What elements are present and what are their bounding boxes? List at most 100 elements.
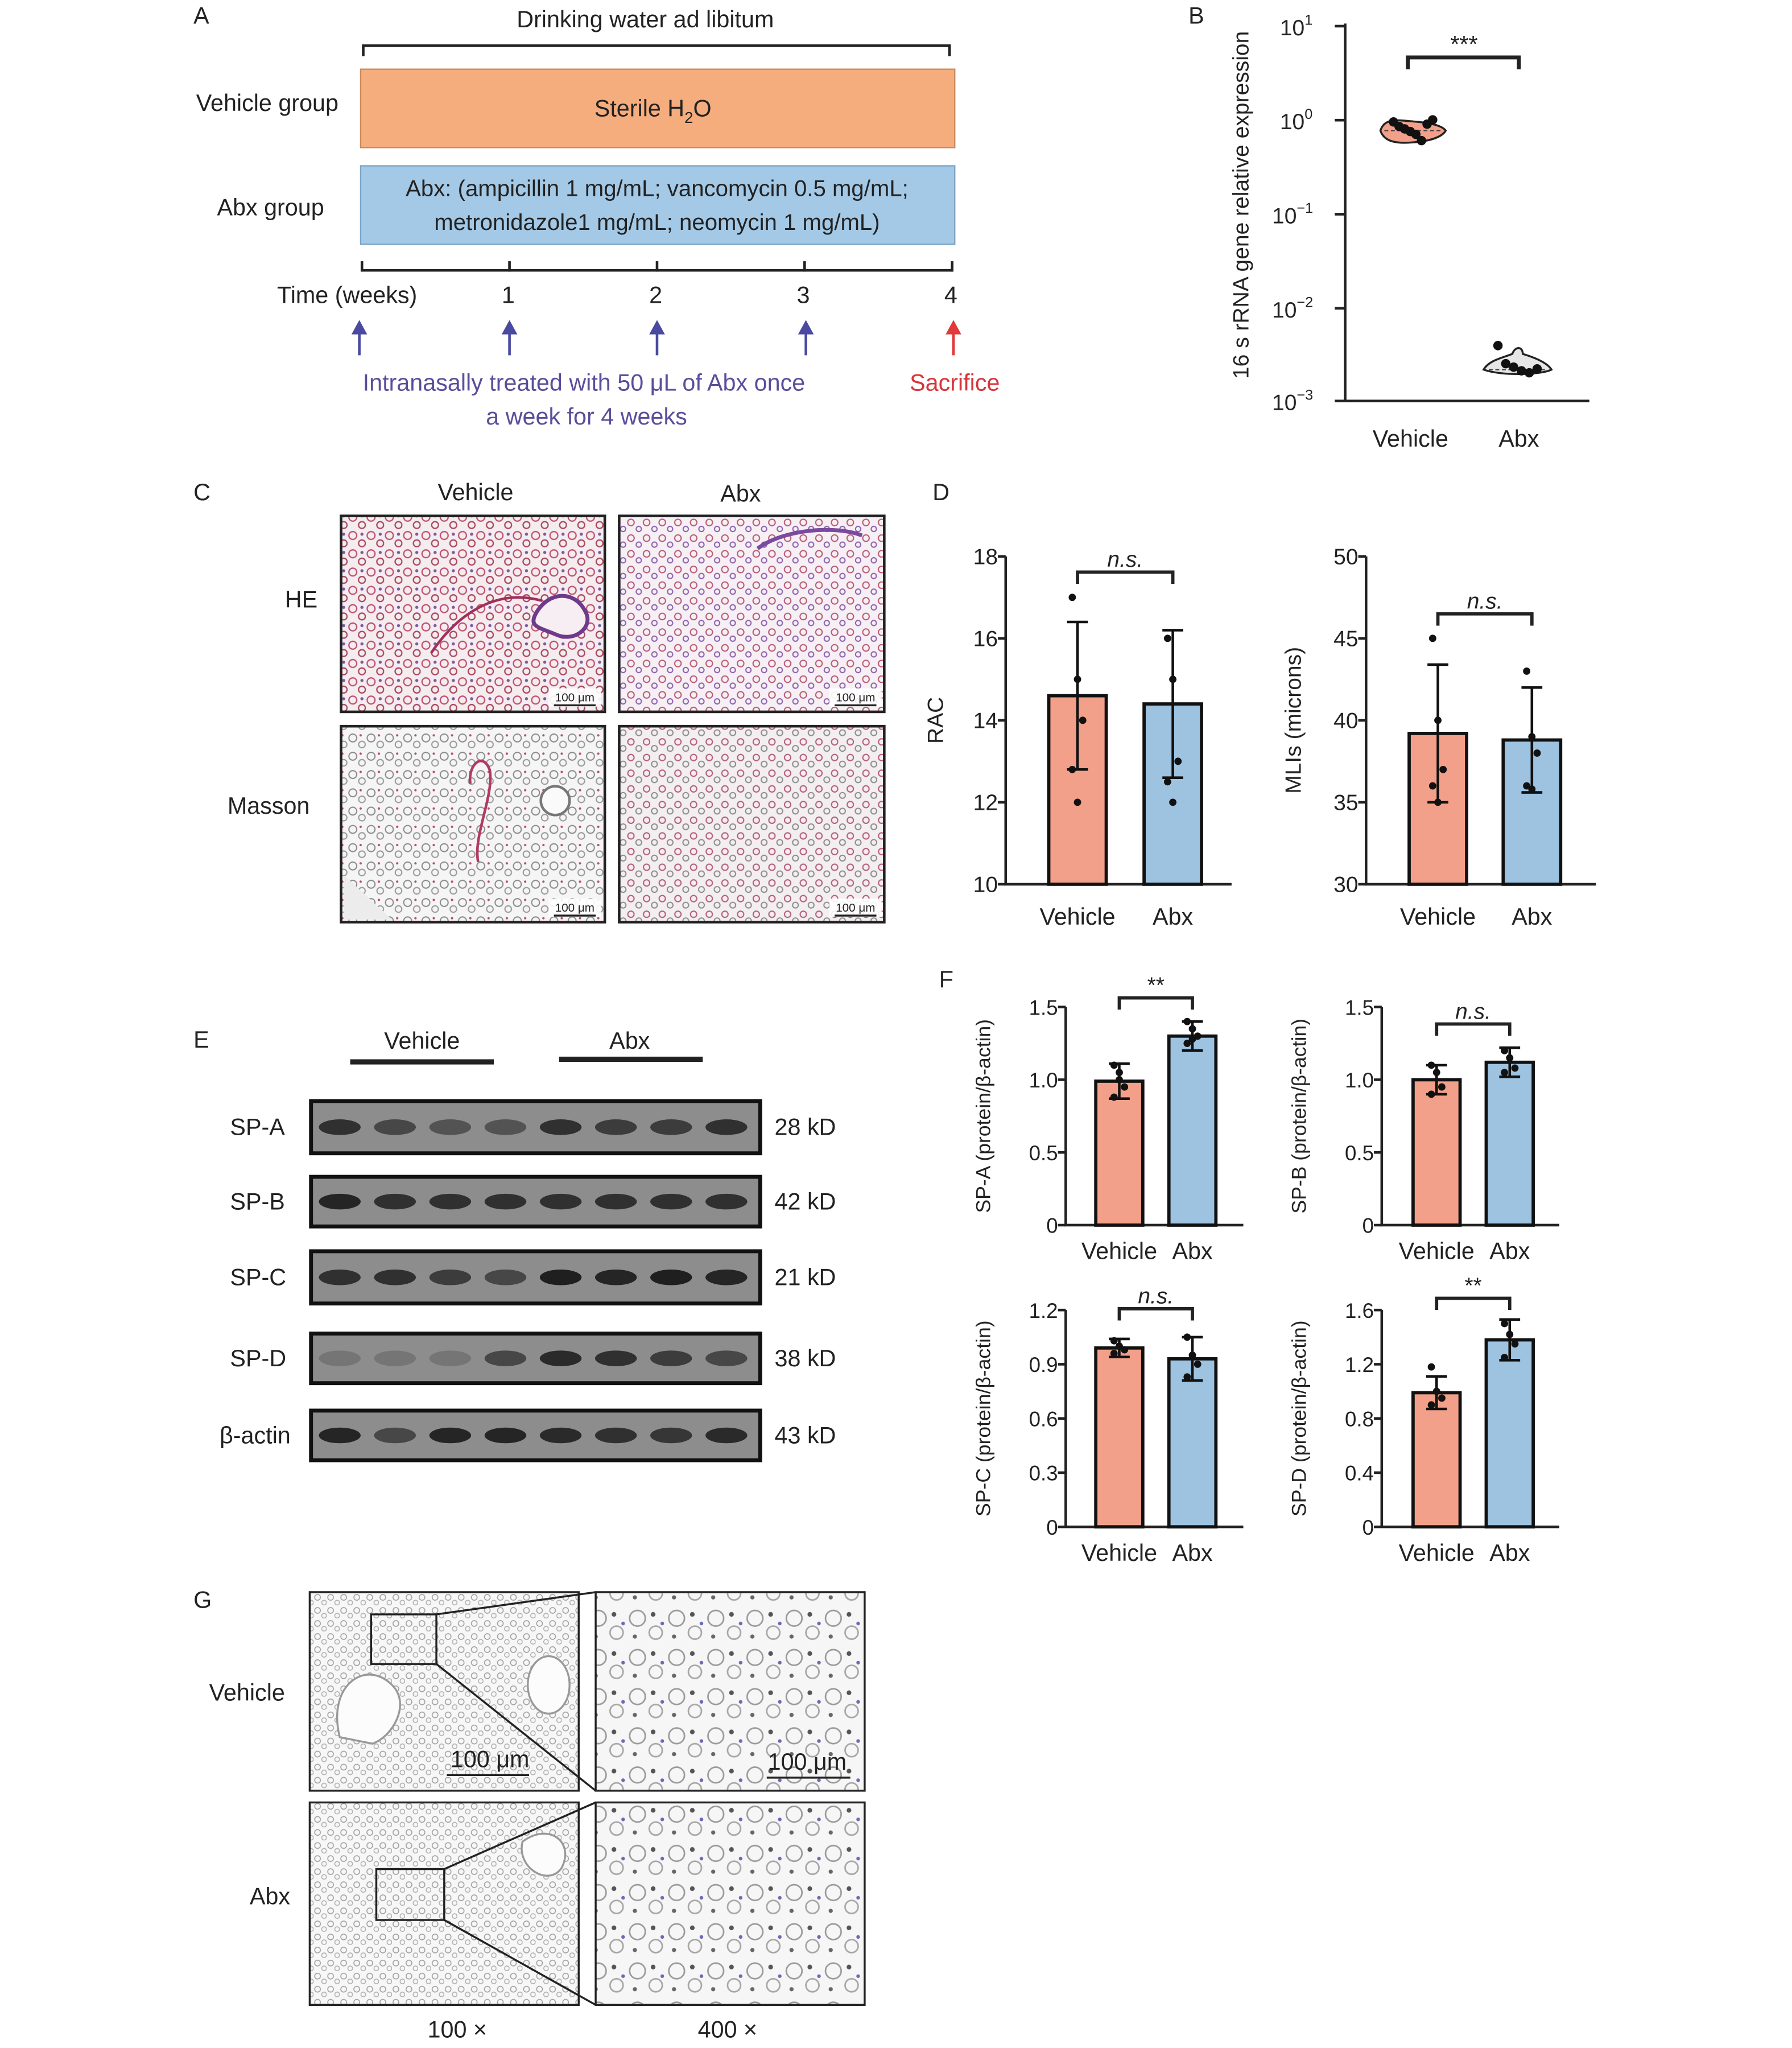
y-axis-label: RAC — [924, 697, 948, 744]
y-tick-label: 0 — [1362, 1214, 1374, 1238]
magnification-label: 100 × — [428, 2017, 488, 2043]
panel-letter: F — [939, 966, 953, 992]
panel-letter: D — [932, 479, 949, 505]
x-tick-label: Abx — [1489, 1540, 1530, 1566]
y-tick-label: 0.3 — [1029, 1462, 1058, 1485]
blot-band — [484, 1119, 527, 1135]
y-axis-label: SP-C (protein/β-actin) — [972, 1320, 994, 1517]
bar — [1411, 1391, 1462, 1529]
data-point — [1438, 1083, 1446, 1091]
data-point — [1194, 1360, 1201, 1368]
ihc-abx-400x-image — [594, 1801, 866, 2006]
blot-band — [374, 1119, 416, 1135]
treatment-note-line1: Intranasally treated with 50 μL of Abx o… — [363, 369, 806, 395]
svg-text:100 μm: 100 μm — [555, 901, 594, 914]
data-point — [1533, 749, 1541, 757]
y-axis-label: SP-D (protein/β-actin) — [1288, 1320, 1311, 1517]
svg-text:100 μm: 100 μm — [836, 901, 875, 914]
panel-b: B 16 s rRNA gene relative expression 101… — [1188, 2, 1589, 452]
data-point — [1068, 765, 1076, 773]
blot-band — [484, 1427, 527, 1444]
x-tick-label: Vehicle — [1081, 1238, 1157, 1264]
bar — [1167, 1357, 1218, 1529]
time-tick-label: 3 — [797, 282, 810, 308]
blot-band — [705, 1350, 748, 1366]
svg-text:100 μm: 100 μm — [451, 1746, 530, 1773]
data-point — [1169, 675, 1177, 683]
abx-bar-line2: metronidazole1 mg/mL; neomycin 1 mg/mL) — [434, 209, 880, 235]
blot-band — [484, 1350, 527, 1366]
data-point — [1121, 1346, 1129, 1354]
row-label: Vehicle — [209, 1679, 285, 1705]
data-point — [1110, 1337, 1118, 1345]
data-point — [1532, 364, 1542, 374]
data-point — [1493, 341, 1503, 351]
blot-band — [705, 1270, 748, 1285]
scale-bar: 100 μm — [829, 688, 882, 707]
data-point — [1068, 594, 1076, 601]
data-point — [1116, 1342, 1123, 1350]
molecular-weight-label: 42 kD — [775, 1188, 836, 1214]
airway-shape — [527, 1655, 571, 1715]
zoom-line — [436, 1591, 596, 1616]
zoom-line — [443, 1919, 596, 2006]
y-tick-label: 1.0 — [1345, 1069, 1374, 1092]
y-tick-label: 0.8 — [1345, 1407, 1374, 1431]
data-point — [1188, 1035, 1196, 1043]
data-point — [1174, 757, 1182, 765]
up-arrow-icon — [351, 320, 368, 356]
row-label: Masson — [228, 793, 310, 819]
y-tick-label: 30 — [1333, 873, 1358, 897]
panel-letter: A — [193, 2, 209, 28]
molecular-weight-label: 21 kD — [775, 1264, 836, 1291]
significance-label: n.s. — [1467, 590, 1503, 614]
time-ticks — [360, 261, 953, 272]
y-tick-label: 0.4 — [1345, 1462, 1374, 1485]
molecular-weight-label: 28 kD — [775, 1114, 836, 1140]
y-tick-label: 14 — [973, 709, 998, 734]
y-tick-label: 1.6 — [1345, 1299, 1374, 1322]
data-point — [1501, 1354, 1509, 1361]
scale-bar: 100 μm — [548, 688, 601, 707]
bar — [1484, 1338, 1535, 1529]
data-point — [1110, 1349, 1118, 1357]
y-tick-label: 0 — [1046, 1516, 1058, 1539]
up-arrow-icon — [501, 320, 518, 356]
scale-bar: 100 μm — [548, 899, 601, 917]
significance-label: n.s. — [1138, 1284, 1174, 1309]
molecular-weight-label: 43 kD — [775, 1422, 836, 1448]
blot-band — [429, 1193, 472, 1210]
blot-label: SP-D — [230, 1345, 286, 1371]
data-point — [1428, 782, 1436, 790]
time-tick-label: 1 — [502, 282, 515, 308]
timeline-title: Drinking water ad libitum — [517, 6, 774, 32]
bar — [1094, 1346, 1145, 1529]
blot-band — [539, 1193, 582, 1210]
x-tick-label: Vehicle — [1399, 1238, 1475, 1264]
data-point — [1428, 634, 1436, 642]
data-point — [1509, 362, 1518, 372]
sp-a-bar-chart: 0 0.5 1.0 1.5 SP-A (protein/β-actin) Vehicle A… — [972, 973, 1244, 1264]
blot-band — [594, 1350, 637, 1366]
data-point — [1183, 1333, 1191, 1341]
up-arrow-icon — [649, 320, 665, 356]
y-axis-label: 16 s rRNA gene relative expression — [1229, 31, 1254, 379]
y-tick-label: 0.5 — [1029, 1142, 1058, 1165]
significance-label: n.s. — [1107, 547, 1143, 572]
data-point — [1411, 129, 1421, 139]
panel-a: A Drinking water ad libitum Vehicle grou… — [193, 2, 1000, 430]
svg-text:100 μm: 100 μm — [836, 691, 875, 704]
y-tick-label: 1.0 — [1029, 1069, 1058, 1092]
y-tick-label: 1.5 — [1029, 996, 1058, 1019]
y-tick-label: 45 — [1333, 627, 1358, 652]
row-label: HE — [285, 586, 317, 612]
significance-bracket — [1406, 55, 1521, 69]
blot-band — [594, 1270, 637, 1285]
blot-band — [539, 1270, 582, 1285]
data-point — [1511, 1340, 1519, 1348]
sacrifice-label: Sacrifice — [910, 369, 1000, 395]
x-tick-label: Abx — [1172, 1238, 1213, 1264]
blot-band — [319, 1350, 361, 1366]
data-point — [1183, 1373, 1191, 1381]
